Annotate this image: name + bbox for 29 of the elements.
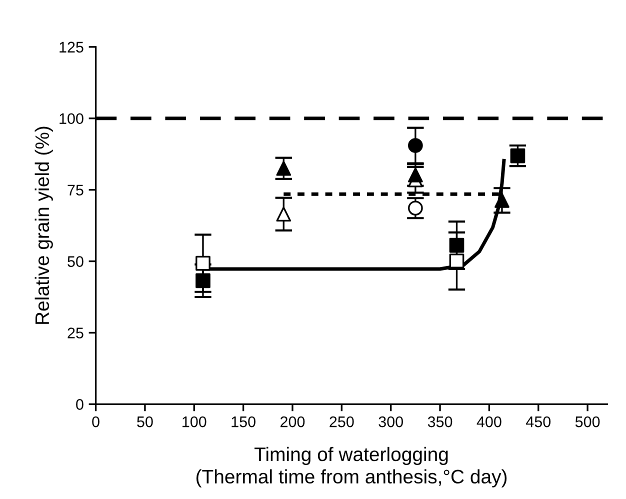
y-tick-label: 100 — [60, 113, 84, 124]
x-tick-label: 50 — [137, 416, 153, 428]
point — [196, 256, 210, 271]
y-tick-label: 125 — [60, 42, 84, 53]
x-tick-label: 150 — [232, 416, 256, 428]
point — [276, 160, 292, 176]
x-tick-label: 250 — [330, 416, 354, 428]
y-axis-title: Relative grain yield (%) — [34, 126, 53, 324]
y-tick-label: 25 — [68, 328, 84, 338]
point — [276, 206, 292, 222]
point — [408, 138, 423, 153]
point — [510, 148, 526, 164]
point — [408, 200, 423, 216]
point — [494, 192, 510, 208]
x-tick-label: 450 — [526, 416, 551, 428]
x-tick-label: 400 — [476, 416, 502, 428]
y-tick-label: 50 — [68, 256, 84, 267]
x-tick-label: 350 — [428, 416, 452, 428]
point — [449, 254, 464, 268]
x-tick-label: 0 — [92, 416, 100, 428]
x-tick-label: 100 — [182, 416, 206, 428]
point — [196, 273, 210, 288]
x-axis-title: Timing of waterlogging (Thermal time from anthesis,°C day) — [196, 446, 507, 488]
point — [449, 238, 464, 253]
y-tick-label: 75 — [68, 184, 84, 196]
y-tick-label: 0 — [76, 399, 84, 410]
x-tick-label: 200 — [280, 416, 305, 428]
x-tick-label: 300 — [378, 416, 403, 428]
x-tick-label: 500 — [575, 416, 600, 428]
